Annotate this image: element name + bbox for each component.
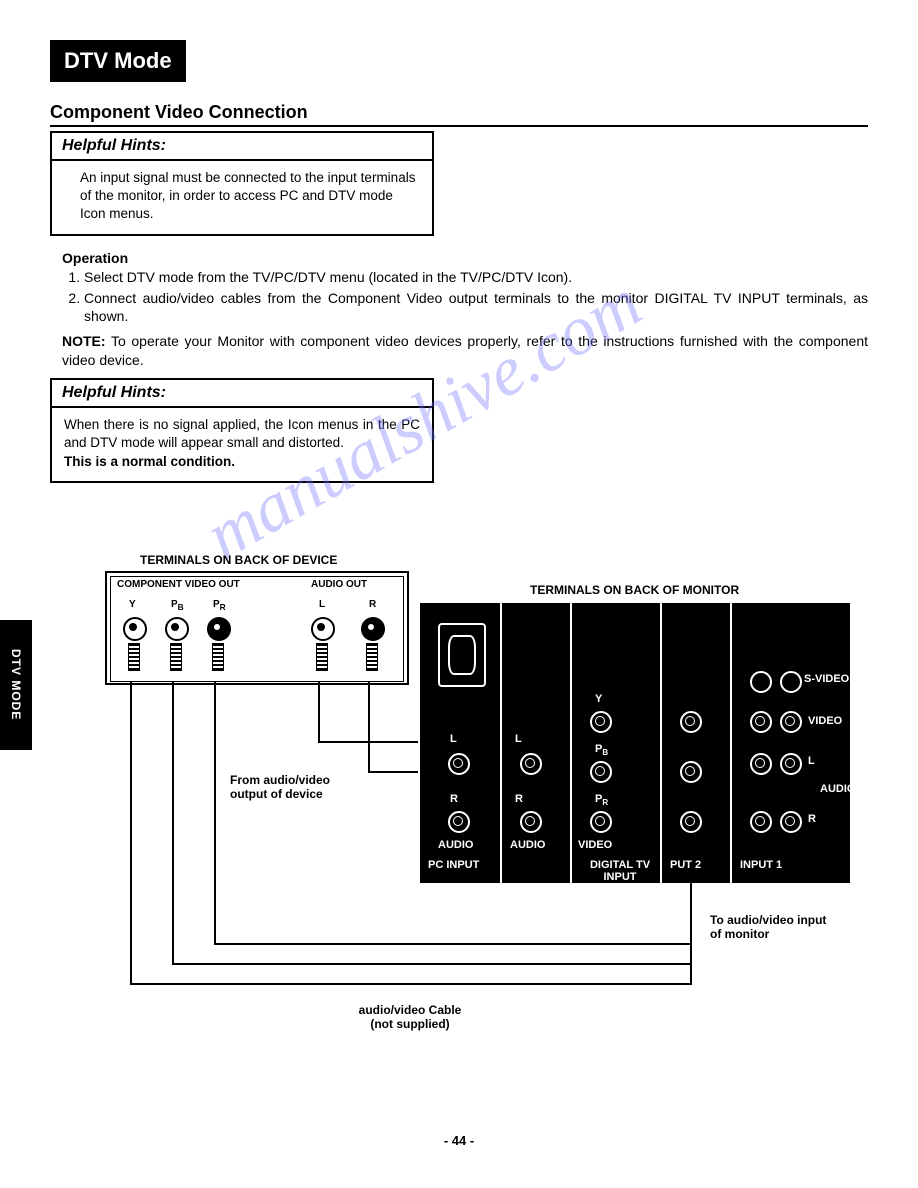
plug-y [128, 643, 140, 671]
cable-r-h [368, 771, 418, 773]
device-pb-jack [165, 617, 189, 641]
in1-video-label: VIDEO [808, 715, 842, 727]
device-inner: COMPONENT VIDEO OUT AUDIO OUT Y PB PR L … [110, 576, 404, 682]
hints-box-1: Helpful Hints: An input signal must be c… [50, 131, 434, 236]
in1-audio-label: AUDIO [820, 783, 855, 795]
comp-video-out-label: COMPONENT VIDEO OUT [117, 579, 240, 590]
a2-l-jack [520, 753, 542, 775]
mon-pr-jack [590, 811, 612, 833]
hints2-body-text: When there is no signal applied, the Ico… [64, 417, 420, 450]
y-label: Y [129, 599, 136, 610]
to-callout: To audio/video input of monitor [710, 913, 840, 942]
input1-label: INPUT 1 [740, 859, 782, 871]
cable-pr-v [214, 681, 216, 943]
plug-l [316, 643, 328, 671]
in1-l2 [780, 753, 802, 775]
operation-list: Select DTV mode from the TV/PC/DTV menu … [62, 268, 868, 327]
cable-pr-h [214, 943, 690, 945]
monitor-header-label: TERMINALS ON BACK OF MONITOR [530, 583, 739, 597]
in1-r1 [750, 811, 772, 833]
cable-callout-1: audio/video Cable [359, 1003, 462, 1017]
in1-l1 [750, 753, 772, 775]
device-l-jack [311, 617, 335, 641]
note-text: To operate your Monitor with component v… [62, 333, 868, 368]
operation-heading: Operation [62, 250, 868, 266]
cable-l-h [318, 741, 418, 743]
r-label: R [369, 599, 376, 610]
in2-r-jack [680, 811, 702, 833]
mon-video-label: VIDEO [578, 839, 612, 851]
mon-pr-label: PR [595, 793, 608, 807]
section-title: Component Video Connection [50, 102, 868, 127]
cable-up2 [690, 883, 692, 965]
pc-l-jack [448, 753, 470, 775]
pb-label: PB [171, 599, 184, 612]
a2-l-label: L [515, 733, 522, 745]
op-item-1: Select DTV mode from the TV/PC/DTV menu … [84, 268, 868, 287]
plug-pb [170, 643, 182, 671]
cable-l-v [318, 681, 320, 741]
note: NOTE: To operate your Monitor with compo… [62, 332, 868, 370]
device-r-jack [361, 617, 385, 641]
plug-pr [212, 643, 224, 671]
mon-sec-in2 [660, 603, 732, 883]
svideo-label: S-VIDEO [804, 673, 849, 685]
in1-v2 [780, 711, 802, 733]
in1-r-label: R [808, 813, 816, 825]
audio-out-label: AUDIO OUT [311, 579, 367, 590]
pr-label: PR [213, 599, 226, 612]
input2-label: PUT 2 [670, 859, 701, 871]
a2-audio-label: AUDIO [510, 839, 545, 851]
pc-input-label: PC INPUT [428, 859, 479, 871]
monitor-box: PC INPUT L R AUDIO L R AUDIO Y PB PR VID… [420, 603, 850, 883]
vga-port-icon [438, 623, 486, 687]
cable-pb-h [172, 963, 690, 965]
mon-y-jack [590, 711, 612, 733]
device-y-jack [123, 617, 147, 641]
in2-l-jack [680, 761, 702, 783]
dtv-input-label: DIGITAL TV INPUT [575, 859, 665, 883]
from-callout: From audio/video output of device [230, 773, 360, 802]
op-item-2: Connect audio/video cables from the Comp… [84, 289, 868, 327]
side-tab: DTV MODE [0, 620, 32, 750]
plug-r [366, 643, 378, 671]
device-header-label: TERMINALS ON BACK OF DEVICE [140, 553, 337, 567]
device-box: COMPONENT VIDEO OUT AUDIO OUT Y PB PR L … [105, 571, 409, 685]
svideo-jack-2 [780, 671, 802, 693]
pc-audio-label: AUDIO [438, 839, 473, 851]
pc-r-jack [448, 811, 470, 833]
hints-title-1: Helpful Hints: [52, 133, 432, 161]
note-label: NOTE: [62, 333, 106, 349]
cable-y-h [130, 983, 690, 985]
mon-pb-jack [590, 761, 612, 783]
mon-y-label: Y [595, 693, 602, 705]
cable-pb-v [172, 681, 174, 963]
in1-r2 [780, 811, 802, 833]
in2-v-jack [680, 711, 702, 733]
pc-l-label: L [450, 733, 457, 745]
l-label: L [319, 599, 325, 610]
hints-body-1: An input signal must be connected to the… [52, 161, 432, 234]
pc-r-label: R [450, 793, 458, 805]
page-number: - 44 - [50, 1133, 868, 1148]
device-pr-jack [207, 617, 231, 641]
hints-box-2: Helpful Hints: When there is no signal a… [50, 378, 434, 483]
cable-callout-2: (not supplied) [370, 1017, 449, 1031]
hints-body-2: When there is no signal applied, the Ico… [52, 408, 432, 481]
cable-y-v [130, 681, 132, 983]
hints2-bold: This is a normal condition. [64, 454, 235, 469]
a2-r-label: R [515, 793, 523, 805]
in1-v1 [750, 711, 772, 733]
svideo-jack-1 [750, 671, 772, 693]
connection-diagram: TERMINALS ON BACK OF DEVICE TERMINALS ON… [50, 553, 868, 1073]
mon-pb-label: PB [595, 743, 608, 757]
cable-r-v [368, 681, 370, 771]
mode-banner: DTV Mode [50, 40, 186, 82]
a2-r-jack [520, 811, 542, 833]
cable-callout: audio/video Cable (not supplied) [320, 1003, 500, 1032]
hints-title-2: Helpful Hints: [52, 380, 432, 408]
in1-l-label: L [808, 755, 815, 767]
